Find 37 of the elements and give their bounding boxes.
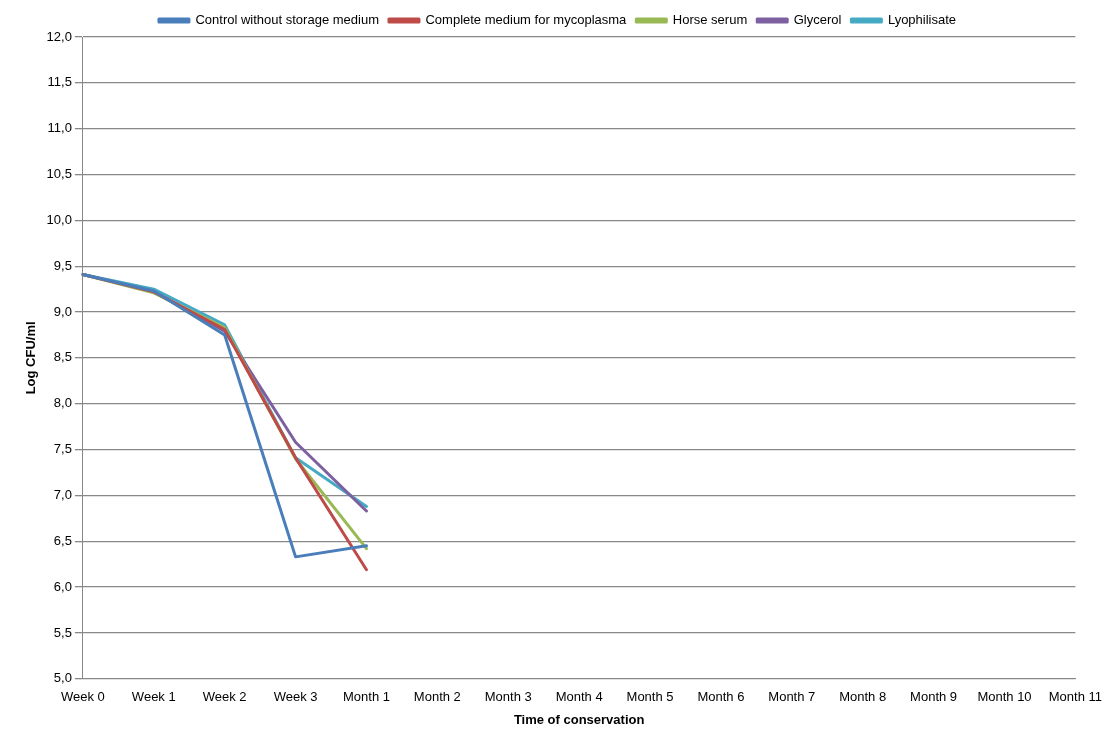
y-tick-label: 12,0 bbox=[46, 28, 72, 44]
y-tick-label: 8,0 bbox=[53, 395, 72, 411]
x-tick-label: Month 11 bbox=[1048, 689, 1103, 705]
x-tick-label: Week 3 bbox=[273, 689, 318, 705]
legend-label: Complete medium for mycoplasma bbox=[425, 12, 628, 28]
x-axis-title: Time of conservation bbox=[513, 711, 645, 727]
x-tick-label: Month 9 bbox=[910, 689, 958, 705]
x-tick-label: Month 2 bbox=[413, 689, 461, 705]
legend-label: Horse serum bbox=[672, 12, 748, 28]
x-tick-label: Month 7 bbox=[768, 689, 816, 705]
x-tick-label: Month 4 bbox=[555, 689, 603, 705]
y-axis-title: Log CFU/ml bbox=[23, 321, 39, 395]
x-tick-label: Month 6 bbox=[697, 689, 745, 705]
y-tick-label: 7,5 bbox=[53, 441, 72, 457]
x-tick-label: Month 8 bbox=[839, 689, 887, 705]
x-tick-label: Month 1 bbox=[342, 689, 390, 705]
y-tick-label: 11,0 bbox=[47, 120, 72, 136]
x-tick-label: Month 10 bbox=[977, 689, 1032, 705]
y-tick-label: 9,0 bbox=[53, 303, 72, 319]
x-tick-label: Week 2 bbox=[202, 689, 247, 705]
y-tick-label: 6,5 bbox=[53, 532, 72, 548]
x-tick-label: Month 5 bbox=[626, 689, 674, 705]
legend-label: Lyophilisate bbox=[887, 12, 957, 28]
y-tick-label: 10,5 bbox=[46, 166, 72, 182]
legend-label: Glycerol bbox=[793, 12, 842, 28]
x-tick-label: Month 3 bbox=[484, 689, 532, 705]
y-tick-label: 7,0 bbox=[53, 487, 72, 503]
x-tick-label: Week 1 bbox=[131, 689, 176, 705]
y-tick-label: 6,0 bbox=[53, 578, 72, 594]
legend-label: Control without storage medium bbox=[195, 12, 379, 28]
y-tick-label: 10,0 bbox=[46, 211, 72, 227]
y-tick-label: 5,0 bbox=[53, 670, 72, 686]
y-tick-label: 11,5 bbox=[47, 74, 72, 90]
y-tick-label: 9,5 bbox=[53, 257, 72, 273]
x-tick-label: Week 0 bbox=[60, 689, 105, 705]
y-tick-label: 8,5 bbox=[53, 349, 72, 365]
y-tick-label: 5,5 bbox=[53, 624, 72, 640]
